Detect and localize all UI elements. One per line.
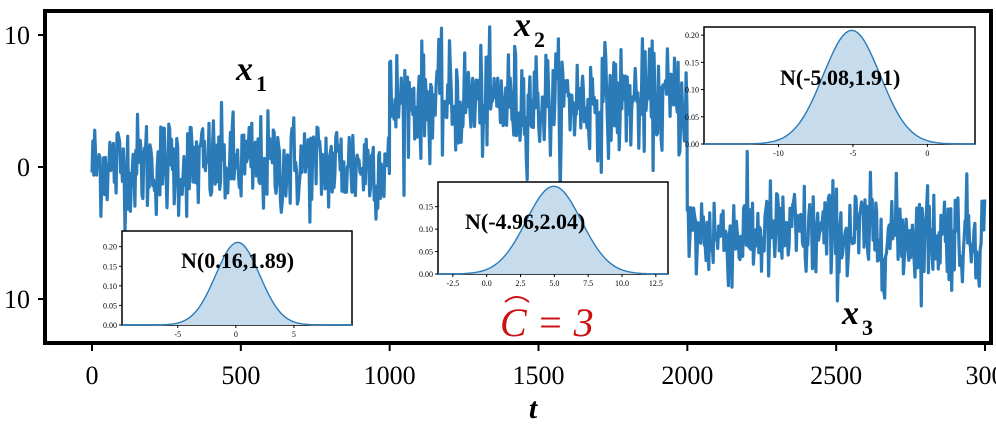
inset-density-x1: -5 0 5 0.00 0.05 0.10 0.15 0.20 N(0.16,1.89): [103, 231, 352, 339]
inset-y-tick-label: 0.20: [685, 31, 699, 40]
x-tick-label: 1000: [364, 361, 416, 390]
segment-label-x2: x 2: [513, 7, 545, 52]
inset-y-tick-label: 0.05: [103, 301, 117, 310]
inset-x-tick-label: 0.0: [482, 279, 492, 288]
inset-y-tick-label: 0.05: [685, 113, 699, 122]
segment-label-main: x: [513, 7, 531, 44]
inset-y-tick-label: 0.10: [419, 225, 433, 234]
inset-x-tick-label: -5: [850, 149, 857, 158]
inset-x-tick-label: -10: [773, 149, 784, 158]
inset-y-tick-label: 0.00: [103, 321, 117, 330]
inset-density-x2: -2.5 0.0 2.5 5.0 7.5 10.0 12.5 0.00 0.05 0.10 0.15…: [419, 182, 668, 288]
y-tick-label: 10: [4, 21, 30, 50]
inset-x-tick-label: -2.5: [447, 279, 460, 288]
segment-label-x3: x 3: [841, 295, 873, 340]
inset-y-tick-label: 0.15: [419, 203, 433, 212]
y-tick-label: 0: [17, 153, 30, 182]
segment-label-sub: 3: [862, 315, 873, 340]
inset-density-x3: -10 -5 0 0.00 0.05 0.10 0.15 0.20 N(-5.08,1.91): [685, 27, 975, 158]
inset-distribution-label: N(0.16,1.89): [181, 248, 294, 273]
x-tick-label: 2500: [810, 361, 862, 390]
x-axis-label: t: [529, 392, 539, 424]
inset-y-tick-label: 0.10: [103, 282, 117, 291]
inset-x-tick-label: 7.5: [583, 279, 593, 288]
y-tick-label: 10: [4, 285, 30, 314]
segment-label-x1: x 1: [235, 51, 267, 96]
segment-label-main: x: [235, 51, 253, 88]
segment-label-sub: 1: [256, 71, 267, 96]
inset-x-tick-label: 10.0: [615, 279, 629, 288]
inset-x-tick-label: 0: [925, 149, 929, 158]
x-tick-label: 2000: [661, 361, 713, 390]
x-tick-label: 300: [966, 361, 996, 390]
inset-y-tick-label: 0.10: [685, 86, 699, 95]
inset-y-tick-label: 0.15: [685, 58, 699, 67]
inset-y-tick-label: 0.00: [419, 270, 433, 279]
change-count-annotation: C = 3: [500, 297, 594, 345]
x-tick-label: 1500: [513, 361, 565, 390]
inset-y-tick-label: 0.20: [103, 243, 117, 252]
inset-y-tick-label: 0.00: [685, 140, 699, 149]
inset-x-tick-label: 5: [292, 330, 296, 339]
annotation-text: C = 3: [500, 300, 594, 345]
inset-x-tick-label: 0: [234, 330, 238, 339]
inset-y-tick-label: 0.05: [419, 248, 433, 257]
x-tick-label: 0: [86, 361, 99, 390]
inset-x-tick-label: 12.5: [649, 279, 663, 288]
inset-distribution-label: N(-4.96,2.04): [465, 209, 585, 234]
inset-x-tick-label: -5: [174, 330, 181, 339]
inset-y-tick-label: 0.15: [103, 262, 117, 271]
inset-x-tick-label: 2.5: [516, 279, 526, 288]
segment-label-sub: 2: [534, 27, 545, 52]
x-tick-label: 500: [221, 361, 260, 390]
inset-x-tick-label: 5.0: [549, 279, 559, 288]
inset-distribution-label: N(-5.08,1.91): [780, 65, 900, 90]
segment-label-main: x: [841, 295, 859, 332]
